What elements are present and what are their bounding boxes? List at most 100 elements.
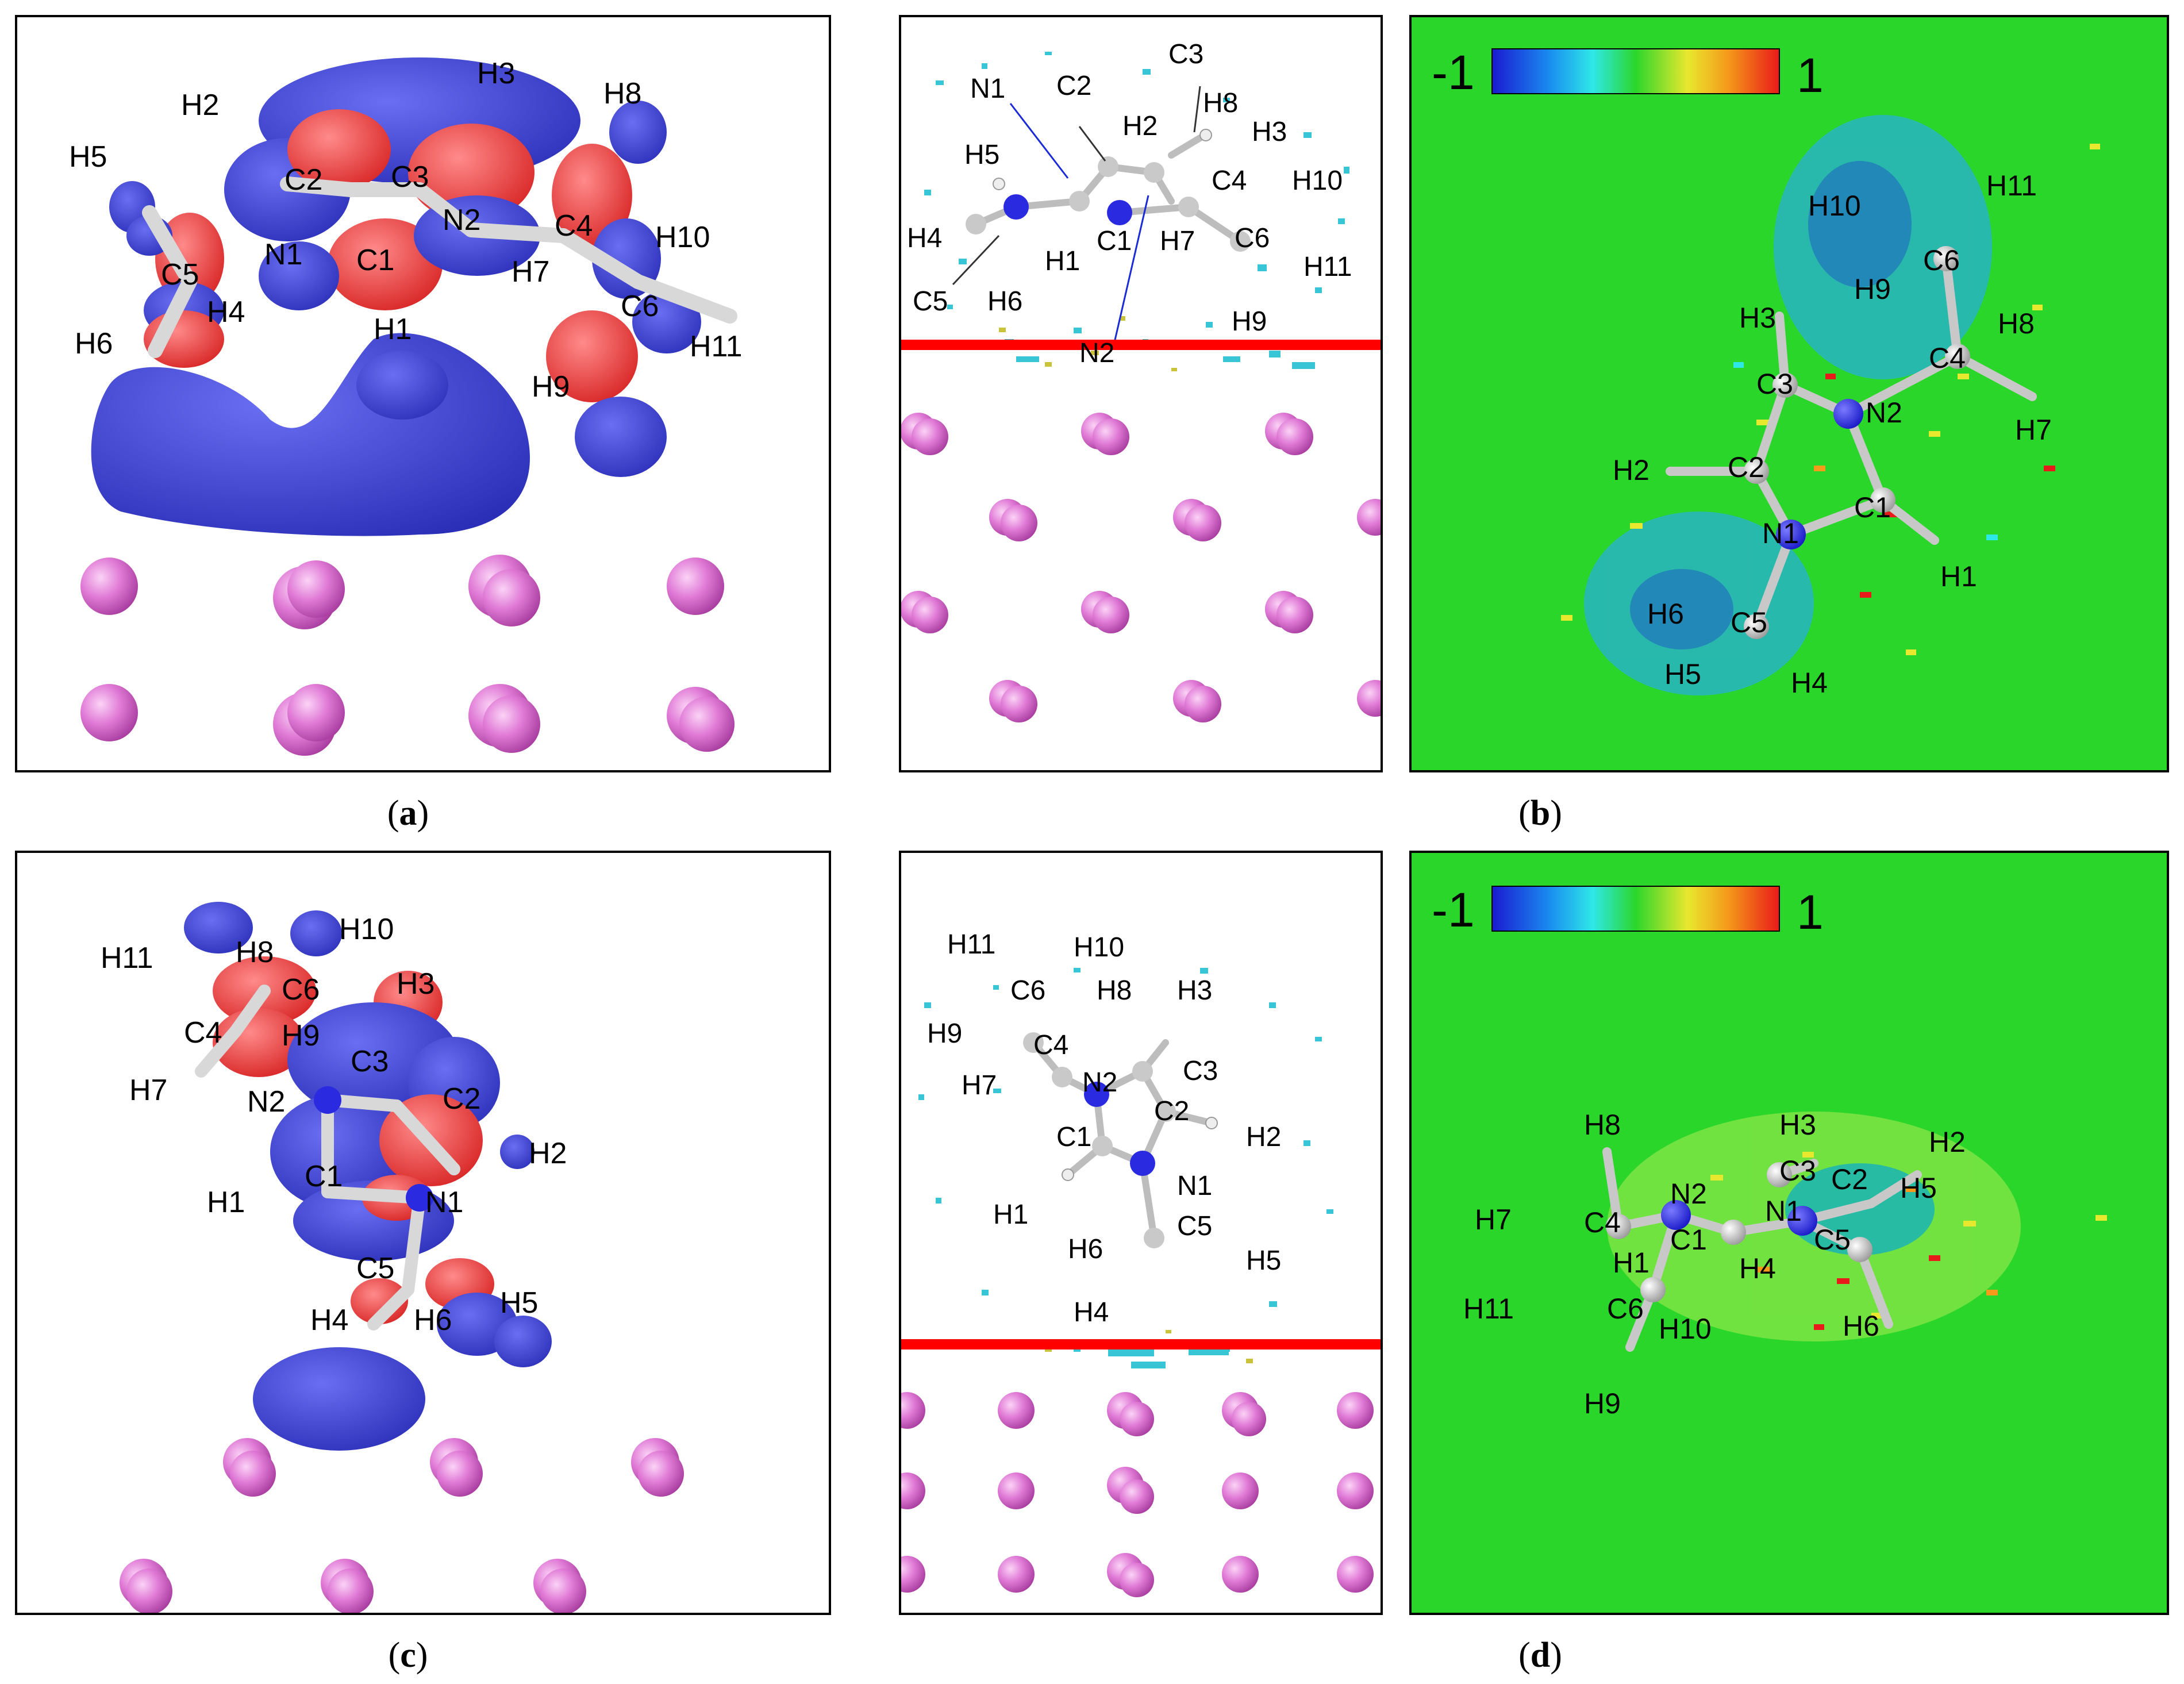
atom-label: H6 bbox=[414, 1304, 452, 1337]
atom-label: H6 bbox=[1068, 1234, 1103, 1264]
atom-label: N2 bbox=[1866, 397, 1902, 429]
atom-label: H3 bbox=[397, 967, 435, 1001]
atom-label: N1 bbox=[970, 74, 1005, 104]
panel-c-charge-density-side-view: H10 H11 H8 C6 H3 C4 H9 C3 C2 H7 N2 H2 C1… bbox=[15, 851, 831, 1615]
atom-label: H5 bbox=[1664, 658, 1701, 690]
atom-label: C2 bbox=[1154, 1096, 1189, 1126]
atom-label: H2 bbox=[1122, 111, 1158, 141]
molecule-isosurfaces bbox=[184, 902, 552, 1367]
cdd-speckles bbox=[918, 968, 1333, 1368]
atom-label: H7 bbox=[2015, 414, 2052, 446]
atom-label: C6 bbox=[1010, 975, 1045, 1006]
atom-label: C1 bbox=[1056, 1122, 1091, 1152]
atom-label: H4 bbox=[907, 223, 942, 253]
atom-label: H2 bbox=[529, 1137, 567, 1170]
atom-label: C6 bbox=[621, 290, 659, 323]
atom-label: N2 bbox=[443, 203, 480, 237]
panel-d-side-view: H11 H10 C6 H8 H3 H9 C4 C3 N2 H7 C2 C1 H2… bbox=[899, 851, 1383, 1615]
atom-label: C3 bbox=[1168, 39, 1203, 70]
atom-label: N2 bbox=[1670, 1178, 1707, 1210]
colorbar-min-label: -1 bbox=[1432, 45, 1475, 99]
atom-label: H5 bbox=[964, 140, 999, 170]
atom-label: H5 bbox=[500, 1286, 538, 1320]
atom-label: C2 bbox=[443, 1082, 480, 1116]
molecule bbox=[1023, 1032, 1218, 1248]
caption-c: (c) bbox=[388, 1636, 428, 1675]
atom-label: C4 bbox=[1033, 1030, 1068, 1060]
atom-label: N1 bbox=[264, 238, 302, 271]
atom-label: C2 bbox=[1728, 451, 1764, 483]
atom-label: H4 bbox=[207, 295, 245, 329]
atom-label: H9 bbox=[1232, 306, 1267, 337]
molecule bbox=[1602, 1147, 1922, 1352]
atom-label: C6 bbox=[282, 973, 320, 1006]
atom-label: C5 bbox=[1731, 606, 1767, 639]
atom-label: C4 bbox=[1212, 166, 1247, 196]
atom-label: C4 bbox=[1929, 342, 1966, 374]
atom-label: H7 bbox=[512, 255, 549, 289]
molecule-bonds bbox=[142, 176, 737, 358]
caption-b: (b) bbox=[1518, 794, 1562, 833]
atom-label: H1 bbox=[1045, 246, 1080, 276]
atom-label: N1 bbox=[1177, 1171, 1212, 1201]
caption-a: (a) bbox=[387, 794, 429, 833]
colorbar: -1 1 bbox=[1432, 883, 1824, 939]
atom-label: H11 bbox=[690, 330, 743, 363]
colorbar-max-label: 1 bbox=[1797, 48, 1824, 102]
surface-atoms bbox=[901, 413, 1381, 722]
atom-label: C4 bbox=[184, 1016, 222, 1049]
panel-a-charge-density-side-view: H2 H3 H8 H5 C2 C3 N2 C4 H10 N1 C1 C5 H7 … bbox=[15, 15, 831, 772]
atom-label: H6 bbox=[1647, 598, 1684, 630]
charge-accumulation-blob bbox=[91, 333, 530, 536]
atom-label: H4 bbox=[1074, 1297, 1109, 1328]
atom-label: C1 bbox=[305, 1160, 343, 1193]
atom-label: H7 bbox=[129, 1074, 167, 1107]
atom-label: H1 bbox=[1940, 560, 1977, 593]
atom-label: H9 bbox=[1854, 273, 1891, 305]
atom-label: H3 bbox=[1177, 975, 1212, 1006]
atom-label: H3 bbox=[1252, 117, 1287, 147]
atom-label: N2 bbox=[247, 1085, 285, 1118]
atom-label: H2 bbox=[1929, 1126, 1966, 1158]
cdd-speckles bbox=[924, 52, 1349, 369]
atom-label: H7 bbox=[1475, 1204, 1512, 1236]
molecule bbox=[966, 129, 1251, 252]
atom-label: H6 bbox=[987, 286, 1022, 317]
panel-d-cdd-map: -1 1 H8 H3 H2 bbox=[1409, 851, 2169, 1615]
atom-label: H10 bbox=[1292, 166, 1343, 196]
atom-label: H8 bbox=[603, 77, 641, 110]
atom-label: H3 bbox=[1739, 302, 1776, 334]
atom-label: H11 bbox=[1986, 170, 2037, 202]
atom-label: C1 bbox=[1670, 1224, 1707, 1256]
atom-label: C1 bbox=[1097, 226, 1132, 256]
atom-label: C4 bbox=[1584, 1206, 1621, 1239]
cdd-blue-region bbox=[1584, 115, 1992, 695]
atom-label: N1 bbox=[1765, 1195, 1802, 1227]
atom-label: H1 bbox=[207, 1186, 245, 1219]
atom-label: C2 bbox=[284, 163, 322, 197]
atom-label: H10 bbox=[1074, 932, 1124, 963]
atom-label: N1 bbox=[425, 1186, 463, 1219]
atom-label: C3 bbox=[1756, 368, 1793, 400]
atom-label: C3 bbox=[1779, 1155, 1816, 1187]
atom-label: H9 bbox=[532, 370, 570, 403]
surface-atoms bbox=[120, 1438, 684, 1613]
colorbar: -1 1 bbox=[1432, 45, 1824, 102]
atom-label: H11 bbox=[101, 941, 153, 975]
atom-label: C3 bbox=[1183, 1056, 1218, 1086]
colorbar-max-label: 1 bbox=[1797, 885, 1824, 939]
atom-label: C1 bbox=[356, 244, 394, 277]
atom-label: H3 bbox=[477, 57, 515, 90]
atom-label: H2 bbox=[1613, 454, 1649, 486]
atom-label: N2 bbox=[1082, 1067, 1117, 1098]
atom-label: C6 bbox=[1923, 244, 1960, 276]
pointer-arrows bbox=[1009, 103, 1149, 345]
atom-label: C5 bbox=[1177, 1211, 1212, 1241]
atom-label: C4 bbox=[555, 209, 593, 243]
atom-label: C6 bbox=[1235, 223, 1270, 253]
atom-label: H10 bbox=[655, 221, 710, 254]
atom-label: H11 bbox=[1463, 1293, 1514, 1325]
atom-label: H2 bbox=[181, 89, 219, 122]
atom-label: N1 bbox=[1762, 517, 1799, 549]
atom-label: H6 bbox=[1843, 1310, 1879, 1342]
